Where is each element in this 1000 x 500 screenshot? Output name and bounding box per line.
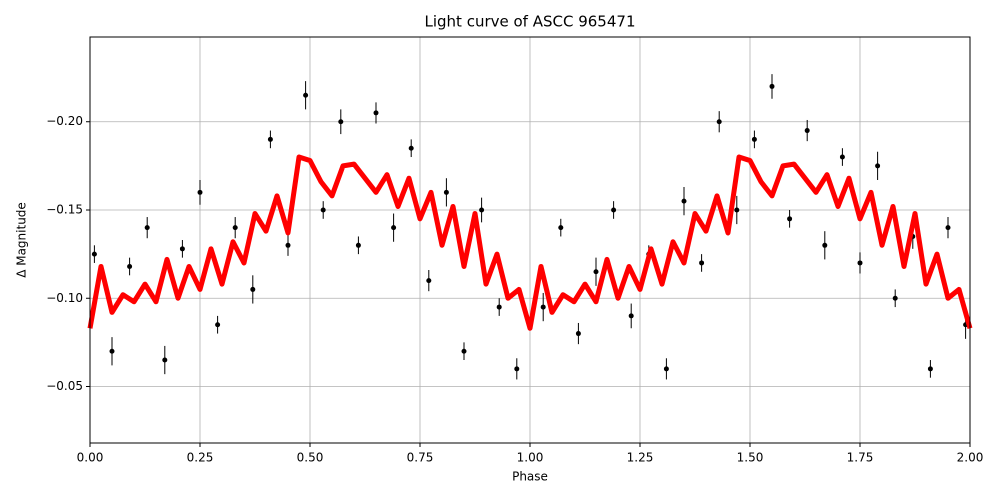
x-tick-label: 0.50 — [297, 451, 324, 465]
data-point — [787, 216, 793, 222]
data-point — [575, 331, 581, 337]
data-point — [663, 366, 669, 372]
data-point — [338, 119, 344, 125]
x-tick-label: 1.00 — [517, 451, 544, 465]
data-point — [443, 189, 449, 195]
data-point — [734, 207, 740, 213]
data-point — [391, 225, 397, 231]
plot-frame — [89, 36, 971, 444]
data-point — [681, 198, 687, 204]
data-point — [540, 304, 546, 310]
data-point — [751, 136, 757, 142]
chart-title: Light curve of ASCC 965471 — [425, 13, 636, 31]
data-point — [408, 145, 414, 151]
data-point — [250, 286, 256, 292]
data-point — [593, 269, 599, 275]
data-point — [267, 136, 273, 142]
data-point — [91, 251, 97, 257]
x-tick-label: 1.25 — [627, 451, 654, 465]
data-point — [461, 348, 467, 354]
x-tick-label: 2.00 — [957, 451, 984, 465]
data-point — [144, 225, 150, 231]
data-point — [804, 128, 810, 134]
x-tick-label: 0.25 — [187, 451, 214, 465]
data-point — [496, 304, 502, 310]
data-point — [628, 313, 634, 319]
data-point — [215, 322, 221, 328]
x-axis-label: Phase — [512, 470, 548, 484]
data-point — [822, 242, 828, 248]
data-point — [109, 348, 115, 354]
data-point — [179, 246, 185, 252]
data-point — [875, 163, 881, 169]
x-tick-label: 0.00 — [77, 451, 104, 465]
data-point — [611, 207, 617, 213]
data-point — [303, 92, 309, 98]
data-point — [373, 110, 379, 116]
y-tick-label: −0.05 — [46, 379, 83, 393]
x-tick-label: 1.50 — [737, 451, 764, 465]
data-point — [479, 207, 485, 213]
data-point — [285, 242, 291, 248]
y-tick-label: −0.15 — [46, 202, 83, 216]
data-point — [892, 295, 898, 301]
y-tick-label: −0.10 — [46, 291, 83, 305]
data-point — [320, 207, 326, 213]
data-point — [355, 242, 361, 248]
data-point — [558, 225, 564, 231]
data-point — [927, 366, 933, 372]
model-curve — [87, 154, 973, 331]
data-point — [426, 278, 432, 284]
x-tick-label: 1.75 — [847, 451, 874, 465]
data-point — [197, 189, 203, 195]
data-point — [945, 225, 951, 231]
data-point — [699, 260, 705, 266]
data-point — [514, 366, 520, 372]
y-tick-label: −0.20 — [46, 114, 83, 128]
data-point — [769, 83, 775, 89]
data-point — [839, 154, 845, 160]
y-axis-label: Δ Magnitude — [15, 202, 29, 278]
x-tick-label: 0.75 — [407, 451, 434, 465]
data-point — [162, 357, 168, 363]
data-point — [857, 260, 863, 266]
data-point — [127, 263, 133, 269]
data-point — [716, 119, 722, 125]
data-point — [232, 225, 238, 231]
